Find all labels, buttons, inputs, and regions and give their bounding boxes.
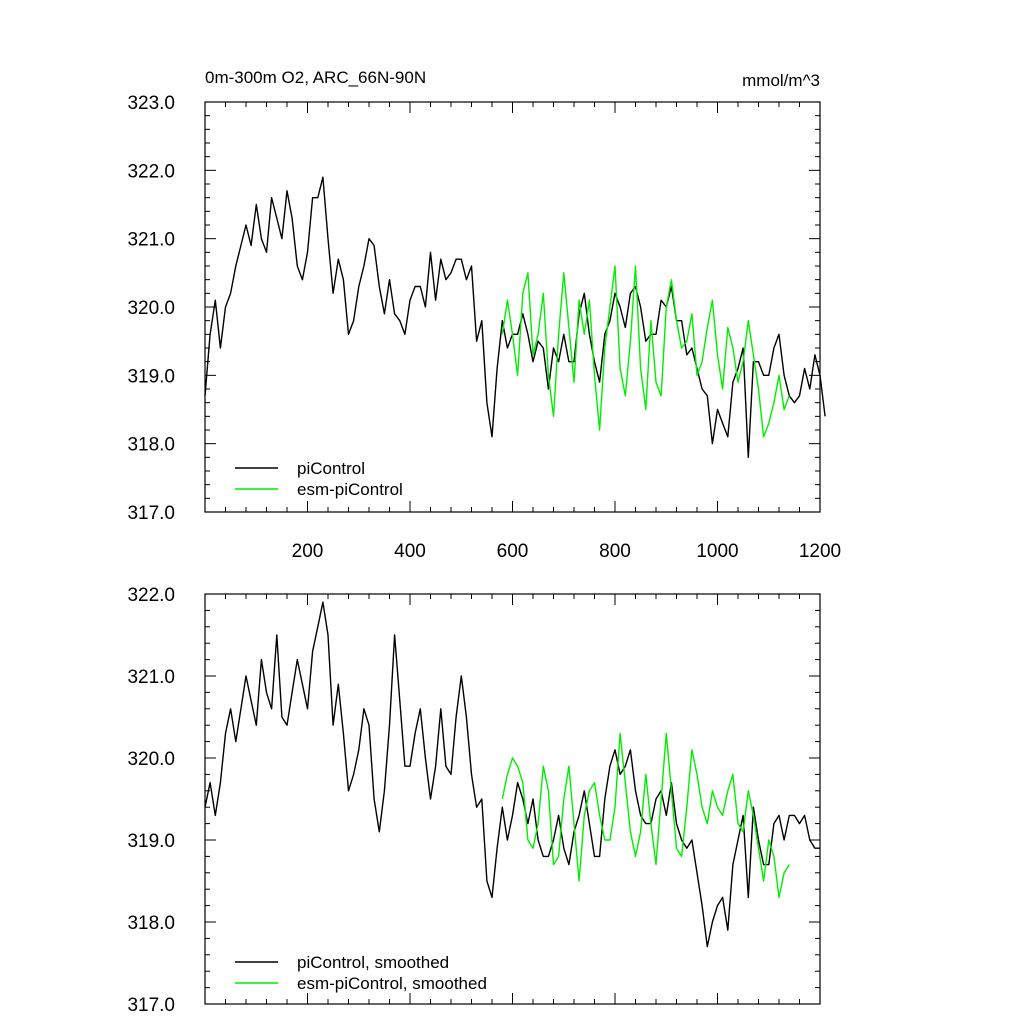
legend-label-picontrol: piControl [297,459,365,478]
top-y-tick-labels: 317.0 318.0 319.0 320.0 321.0 322.0 323.0 [127,93,175,524]
y-tick-label: 321.0 [127,667,175,688]
top-series-lines [204,176,826,458]
y-tick-label: 319.0 [127,366,175,387]
top-legend: piControl esm-piControl [235,459,403,499]
bottom-series-lines [204,601,820,948]
bottom-panel: 317.0 318.0 319.0 320.0 321.0 322.0 piControl… [127,585,821,1016]
top-tick-marks [204,101,821,513]
x-tick-label: 1000 [696,541,738,562]
bottom-legend: piControl, smoothed esm-piControl, smoot… [235,953,487,993]
legend-label-esm-picontrol-smoothed: esm-piControl, smoothed [297,974,487,993]
legend-label-esm-picontrol: esm-piControl [297,480,403,499]
y-tick-label: 322.0 [127,161,175,182]
y-tick-label: 323.0 [127,93,175,114]
top-x-tick-labels: 200 400 600 800 1000 1200 [292,541,841,562]
y-tick-label: 321.0 [127,230,175,251]
y-tick-label: 320.0 [127,298,175,319]
x-tick-label: 200 [292,541,324,562]
y-tick-label: 317.0 [127,995,175,1016]
bottom-series-picontrol-smoothed [204,601,820,948]
y-tick-label: 322.0 [127,585,175,606]
bottom-tick-marks [204,593,821,1005]
y-tick-label: 317.0 [127,503,175,524]
x-tick-label: 1200 [799,541,841,562]
x-tick-label: 600 [497,541,529,562]
top-series-picontrol [204,176,826,458]
y-tick-label: 320.0 [127,749,175,770]
x-tick-label: 800 [599,541,631,562]
top-panel-title: 0m-300m O2, ARC_66N-90N [205,68,426,87]
top-panel: 0m-300m O2, ARC_66N-90N mmol/m^3 317.031… [127,68,841,562]
legend-label-picontrol-smoothed: piControl, smoothed [297,953,449,972]
top-plot-frame [204,101,821,513]
top-series-esm-picontrol [501,265,790,438]
bottom-plot-frame [204,593,821,1005]
bottom-y-tick-labels: 317.0 318.0 319.0 320.0 321.0 322.0 [127,585,175,1016]
x-tick-label: 400 [394,541,426,562]
bottom-series-esm-picontrol-smoothed [501,732,790,899]
top-panel-units: mmol/m^3 [742,71,820,90]
y-tick-label: 318.0 [127,913,175,934]
y-tick-label: 318.0 [127,435,175,456]
y-tick-label: 319.0 [127,831,175,852]
